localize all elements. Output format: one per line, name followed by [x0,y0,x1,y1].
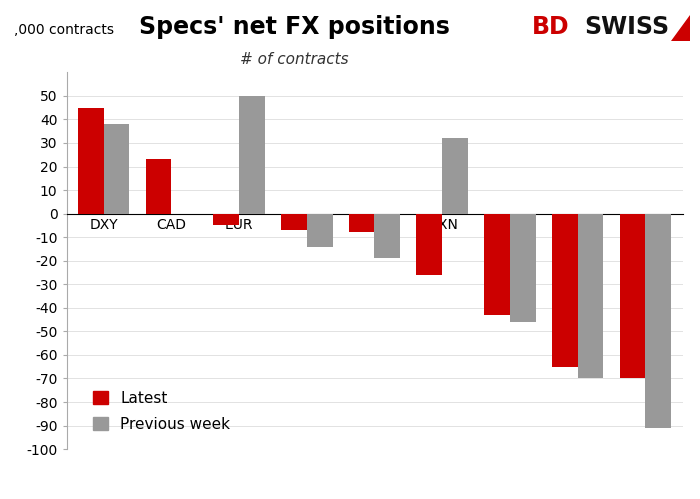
Bar [239,96,265,214]
Bar [416,214,442,275]
Legend: Latest, Previous week: Latest, Previous week [87,385,236,438]
Text: BD: BD [532,15,570,39]
Bar [484,214,510,315]
Bar [620,214,645,378]
Bar [578,214,603,378]
Bar [307,214,332,247]
Text: # of contracts: # of contracts [239,52,349,67]
Text: ,000 contracts: ,000 contracts [14,23,114,37]
Bar [349,214,375,233]
Bar [442,138,468,214]
Bar [645,214,671,428]
Text: SWISS: SWISS [584,15,670,39]
Bar [281,214,307,230]
Bar [214,214,239,226]
Bar [510,214,536,322]
Text: Specs' net FX positions: Specs' net FX positions [139,15,449,39]
Bar [374,214,400,258]
Polygon shape [671,15,690,41]
Bar [78,108,104,214]
Bar [146,160,172,214]
Bar [552,214,578,367]
Bar [104,124,130,214]
